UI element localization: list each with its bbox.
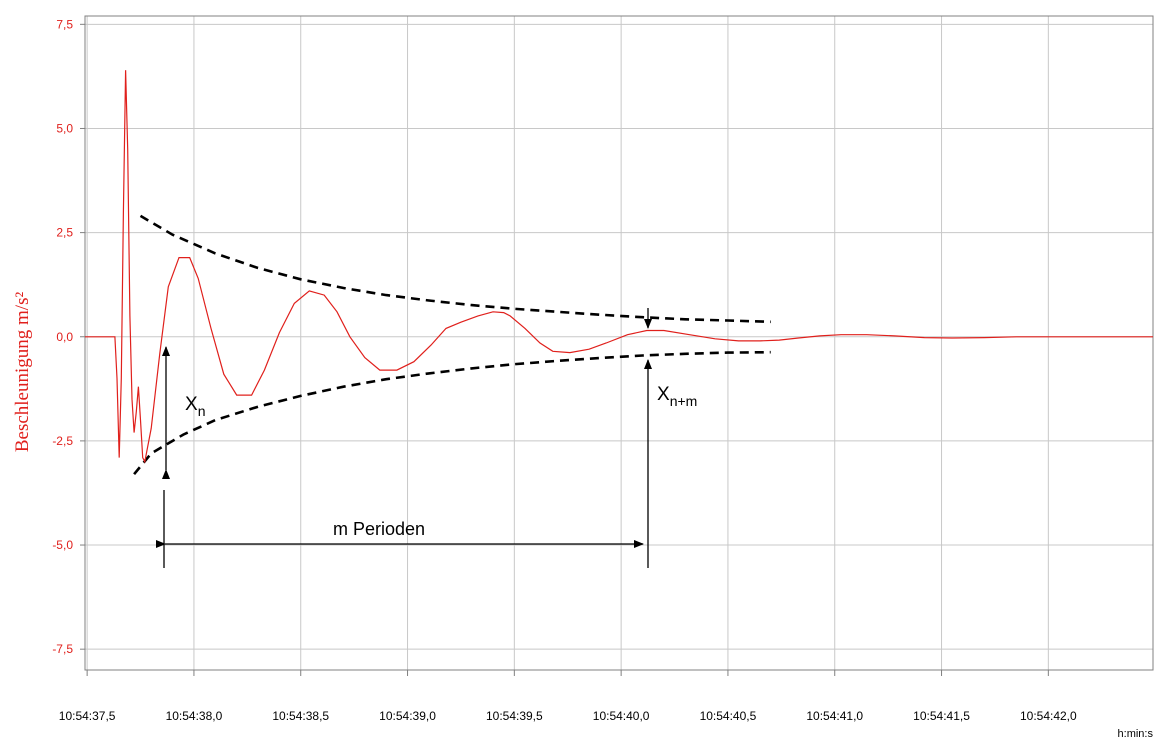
x-axis-unit: h:min:s — [1118, 728, 1154, 740]
periods-span-label: m Perioden — [333, 519, 425, 539]
x-axis-ticks: 10:54:37,5 10:54:38,0 10:54:38,5 10:54:39,0… — [59, 670, 1077, 723]
xnm-label-sub: n+m — [670, 393, 698, 409]
y-tick-label: -7,5 — [52, 642, 73, 656]
decay-envelopes — [133, 214, 771, 476]
x-tick-label: 10:54:39,0 — [379, 709, 436, 723]
xn-label: Xn — [185, 394, 205, 419]
y-tick-label: 2,5 — [56, 226, 73, 240]
xnm-label-main: X — [657, 384, 670, 405]
y-tick-label: 5,0 — [56, 121, 73, 135]
x-tick-label: 10:54:41,0 — [806, 709, 863, 723]
y-axis-label: Beschleunigung m/s² — [12, 292, 33, 453]
xn-label-main: X — [185, 394, 198, 415]
grid — [85, 16, 1153, 670]
envelope-lower-line — [133, 350, 771, 476]
y-tick-label: -5,0 — [52, 538, 73, 552]
y-axis-ticks: 7,5 5,0 2,5 0,0 -2,5 -5,0 -7,5 — [52, 17, 85, 656]
envelope-upper-line — [139, 214, 771, 324]
xn-label-sub: n — [198, 403, 206, 419]
x-tick-label: 10:54:38,5 — [272, 709, 329, 723]
x-tick-label: 10:54:37,5 — [59, 709, 116, 723]
annotations: Xn Xn+m m Perioden — [156, 308, 697, 568]
x-tick-label: 10:54:41,5 — [913, 709, 970, 723]
x-tick-label: 10:54:39,5 — [486, 709, 543, 723]
y-tick-label: 0,0 — [56, 330, 73, 344]
x-tick-label: 10:54:42,0 — [1020, 709, 1077, 723]
x-tick-label: 10:54:40,5 — [700, 709, 757, 723]
y-tick-label: 7,5 — [56, 17, 73, 31]
acceleration-series-line — [85, 70, 1153, 464]
y-tick-label: -2,5 — [52, 434, 73, 448]
x-tick-label: 10:54:40,0 — [593, 709, 650, 723]
xnm-label: Xn+m — [657, 384, 697, 409]
plot-frame — [84, 15, 1154, 671]
x-tick-label: 10:54:38,0 — [166, 709, 223, 723]
